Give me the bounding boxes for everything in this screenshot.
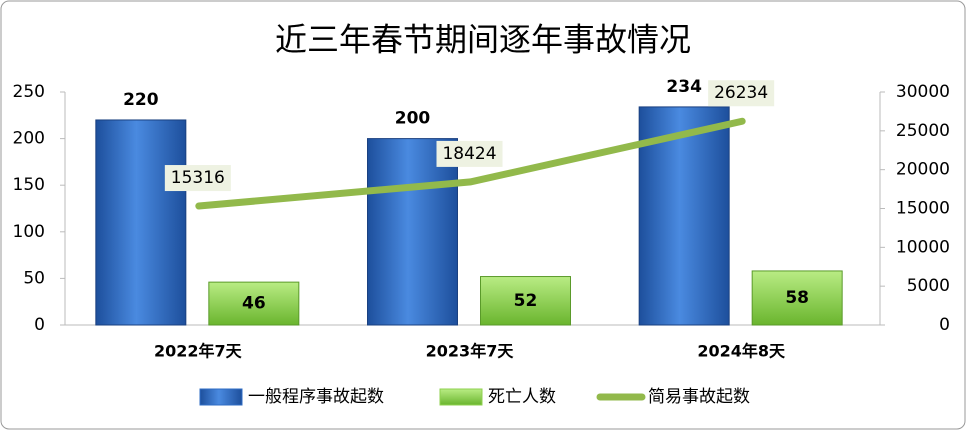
y2-tick-label: 20000 (896, 160, 950, 180)
y2-tick-label: 5000 (907, 276, 950, 296)
data-label: 15316 (171, 168, 225, 188)
legend-label: 一般程序事故起数 (248, 387, 384, 407)
x-tick-label: 2022年7天 (154, 342, 243, 361)
line (195, 117, 746, 210)
data-label-box (164, 165, 231, 192)
y-tick-label: 50 (23, 268, 45, 288)
x-tick-label: 2024年8天 (697, 342, 786, 361)
y-tick-label: 100 (13, 222, 45, 242)
data-label: 26234 (714, 83, 768, 103)
y-tick-label: 200 (13, 129, 45, 149)
data-label-box (708, 80, 775, 107)
bar (95, 119, 187, 326)
y2-tick-label: 10000 (896, 237, 950, 257)
data-label-box (436, 140, 503, 167)
legend-label: 死亡人数 (488, 387, 556, 407)
y-tick-label: 250 (13, 82, 45, 102)
y2-tick-label: 15000 (896, 199, 950, 219)
y2-tick-label: 30000 (896, 82, 950, 102)
bar (751, 270, 843, 326)
chart-title: 近三年春节期间逐年事故情况 (275, 21, 691, 59)
y-tick-label: 150 (13, 175, 45, 195)
legend-swatch (439, 388, 483, 406)
data-label: 220 (123, 90, 159, 110)
y2-tick-label: 25000 (896, 121, 950, 141)
data-label: 234 (666, 77, 702, 97)
y-tick-label: 0 (34, 315, 45, 335)
data-label: 18424 (442, 144, 496, 164)
data-label: 46 (242, 294, 266, 314)
bar (480, 276, 571, 326)
x-tick-label: 2023年7天 (426, 342, 515, 361)
bar (367, 138, 458, 326)
data-label: 52 (514, 291, 538, 311)
y2-tick-label: 0 (939, 315, 950, 335)
data-label: 58 (785, 288, 809, 308)
legend-swatch (199, 388, 243, 406)
data-label: 200 (395, 109, 431, 129)
legend-label: 简易事故起数 (648, 387, 750, 407)
bar (208, 281, 300, 326)
